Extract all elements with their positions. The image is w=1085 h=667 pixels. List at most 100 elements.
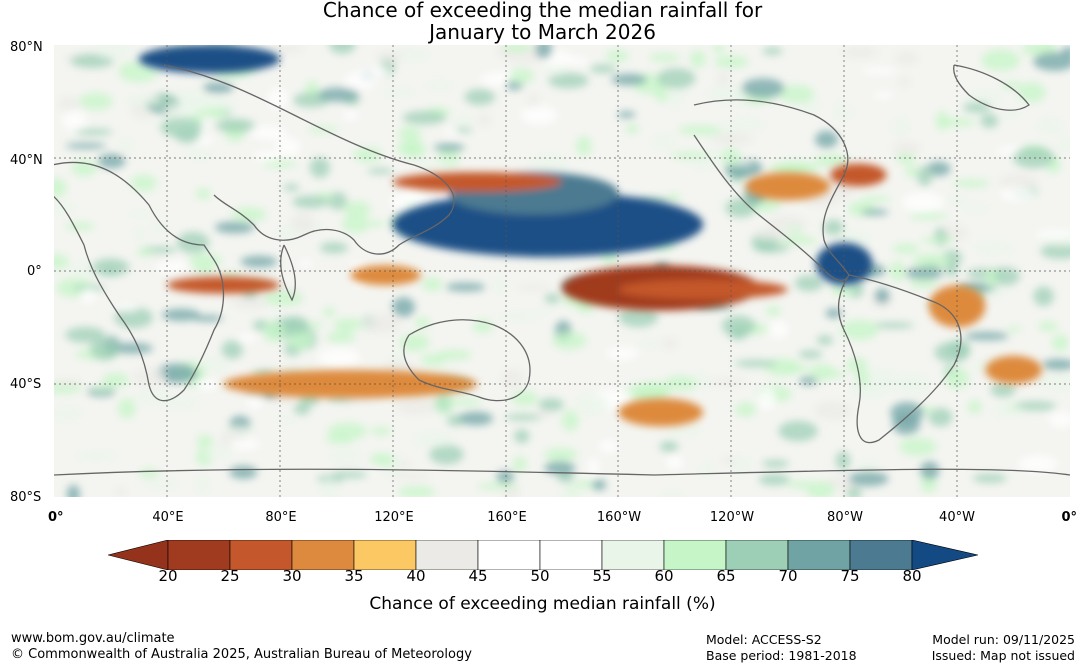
- map-noise-patch: [392, 472, 431, 481]
- map-noise-patch: [413, 432, 455, 447]
- map-noise-patch: [1036, 373, 1070, 391]
- map-noise-patch: [725, 198, 756, 218]
- map-noise-patch: [921, 237, 946, 244]
- colorbar-tick-label: 80: [902, 567, 922, 585]
- map-noise-patch: [194, 264, 215, 274]
- equatorial-pacific-dry-east: [618, 279, 788, 300]
- map-noise-patch: [425, 81, 455, 91]
- map-noise-patch: [79, 92, 113, 110]
- map-noise-patch: [160, 117, 203, 138]
- map-noise-patch: [692, 372, 710, 391]
- lon-label-80e: 80°E: [265, 510, 297, 525]
- colorbar-tick-label: 50: [530, 567, 550, 585]
- map-noise-patch: [496, 470, 515, 484]
- map-noise-patch: [538, 398, 564, 412]
- map-noise-patch: [816, 335, 834, 345]
- map-noise-patch: [195, 188, 212, 200]
- map-noise-patch: [509, 68, 534, 84]
- map-noise-patch: [823, 219, 844, 236]
- map-noise-patch: [132, 367, 166, 387]
- colorbar-tick-label: 35: [344, 567, 364, 585]
- map-noise-patch: [413, 159, 456, 168]
- map-noise-patch: [429, 444, 464, 465]
- map-noise-patch: [477, 113, 492, 127]
- map-noise-patch: [934, 342, 970, 363]
- map-noise-patch: [62, 110, 87, 131]
- map-noise-patch: [952, 179, 991, 188]
- map-noise-patch: [895, 153, 916, 164]
- map-noise-patch: [652, 133, 677, 151]
- north-pacific-wet: [392, 191, 704, 257]
- colorbar-cell: [291, 540, 355, 570]
- map-noise-patch: [732, 456, 751, 475]
- map-noise-patch: [861, 67, 897, 75]
- map-noise-patch: [230, 296, 268, 310]
- map-noise-patch: [728, 326, 748, 340]
- map-noise-patch: [109, 342, 154, 354]
- map-noise-patch: [1036, 116, 1063, 135]
- footer-copyright: © Commonwealth of Australia 2025, Austra…: [11, 647, 472, 662]
- map-noise-patch: [290, 212, 314, 234]
- map-noise-patch: [617, 111, 636, 118]
- colorbar-cell: [849, 540, 913, 570]
- map-noise-patch: [899, 437, 937, 456]
- map-noise-patch: [327, 422, 367, 440]
- map-noise-patch: [377, 453, 394, 467]
- map-noise-patch: [872, 322, 915, 329]
- map-noise-patch: [998, 173, 1039, 191]
- map-noise-patch: [872, 91, 895, 99]
- colorbar-tick-label: 55: [592, 567, 612, 585]
- map-noise-patch: [912, 253, 951, 269]
- map-noise-patch: [65, 222, 95, 231]
- map-noise-patch: [598, 439, 619, 453]
- map-noise-patch: [193, 380, 212, 388]
- lon-label-0-right: 0°: [1061, 510, 1077, 525]
- map-noise-patch: [777, 84, 815, 104]
- map-noise-patch: [967, 400, 982, 414]
- map-noise-patch: [589, 64, 617, 74]
- map-noise-patch: [984, 269, 998, 289]
- map-noise-patch: [917, 165, 933, 186]
- map-noise-patch: [318, 347, 361, 368]
- map-noise-patch: [892, 243, 919, 254]
- map-noise-patch: [591, 479, 607, 491]
- map-noise-patch: [889, 261, 906, 282]
- map-noise-patch: [529, 154, 569, 171]
- map-noise-patch: [700, 461, 716, 478]
- colorbar-cell: [353, 540, 417, 570]
- colorbar-cell: [787, 540, 851, 570]
- map-noise-patch: [229, 465, 258, 479]
- map-noise-patch: [1014, 401, 1057, 411]
- map-noise-patch: [691, 162, 716, 170]
- map-noise-patch: [798, 350, 823, 359]
- map-noise-patch: [262, 291, 304, 307]
- map-noise-patch: [124, 95, 162, 106]
- map-noise-patch: [766, 306, 781, 317]
- map-noise-patch: [156, 363, 198, 384]
- map-noise-patch: [678, 125, 721, 135]
- map-noise-patch: [544, 461, 576, 475]
- map-noise-patch: [398, 126, 422, 141]
- map-noise-patch: [552, 331, 587, 350]
- map-noise-patch: [753, 228, 792, 240]
- map-noise-patch: [920, 406, 935, 413]
- map-noise-patch: [514, 429, 530, 444]
- map-noise-patch: [909, 212, 948, 220]
- map-noise-patch: [511, 390, 538, 406]
- footer-model: Model: ACCESS-S2: [706, 632, 822, 647]
- map-noise-patch: [587, 457, 600, 479]
- map-noise-patch: [761, 459, 790, 468]
- map-noise-patch: [343, 72, 376, 91]
- map-noise-patch: [833, 102, 851, 122]
- map-noise-patch: [611, 73, 647, 86]
- map-noise-patch: [520, 105, 558, 125]
- map-noise-patch: [1036, 229, 1070, 239]
- antarctica-coast: [54, 468, 1070, 476]
- colorbar-tick-label: 40: [406, 567, 426, 585]
- map-noise-patch: [657, 68, 696, 89]
- map-noise-patch: [395, 397, 437, 415]
- colorbar-cell: [229, 540, 293, 570]
- eurasia-coast: [163, 64, 455, 255]
- map-noise-patch: [150, 221, 171, 235]
- map-noise-patch: [576, 136, 592, 156]
